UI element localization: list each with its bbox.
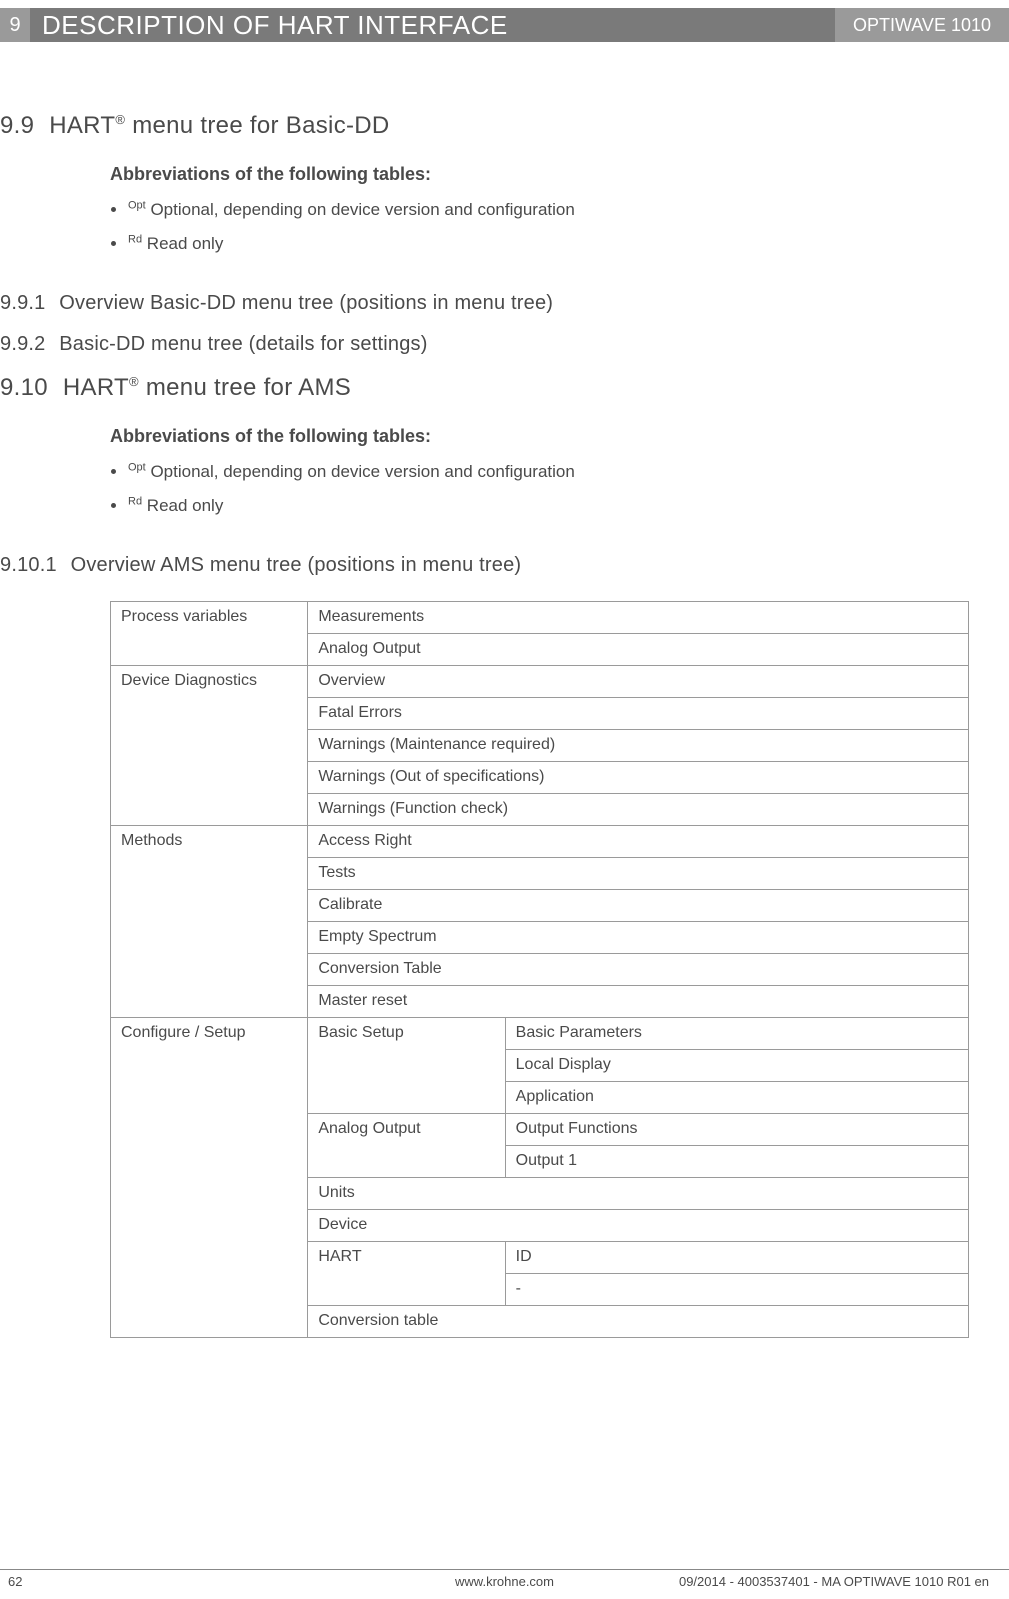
table-row: Process variables Measurements	[111, 602, 969, 634]
table-cell: Access Right	[308, 826, 969, 858]
product-name: OPTIWAVE 1010	[835, 8, 1009, 42]
table-cell: Output Functions	[505, 1114, 968, 1146]
table-cell: Warnings (Maintenance required)	[308, 730, 969, 762]
chapter-title: DESCRIPTION OF HART INTERFACE	[30, 8, 835, 42]
abbrev-sup: Opt	[128, 199, 146, 211]
table-cell: Process variables	[111, 602, 308, 666]
table-cell: Calibrate	[308, 890, 969, 922]
section-number: 9.9	[0, 112, 42, 139]
page-footer: 62 www.krohne.com 09/2014 - 4003537401 -…	[0, 1569, 1009, 1589]
section-number: 9.10	[0, 374, 56, 401]
table-cell: Fatal Errors	[308, 698, 969, 730]
section-title-suffix: menu tree for Basic-DD	[125, 112, 389, 139]
table-cell: Empty Spectrum	[308, 922, 969, 954]
table-cell: Device	[308, 1210, 969, 1242]
document-header: 9 DESCRIPTION OF HART INTERFACE OPTIWAVE…	[0, 8, 1009, 42]
section-title-prefix: HART	[63, 374, 129, 401]
abbrev-text: Read only	[142, 496, 223, 515]
section-number: 9.9.2	[0, 333, 53, 355]
abbrev-text: Read only	[142, 234, 223, 253]
table-row: Device Diagnostics Overview	[111, 666, 969, 698]
abbreviations-block-1: Abbreviations of the following tables: O…	[0, 164, 989, 256]
table-row: Methods Access Right	[111, 826, 969, 858]
table-cell: Master reset	[308, 986, 969, 1018]
abbrev-text: Optional, depending on device version an…	[146, 462, 575, 481]
page-number: 62	[8, 1574, 22, 1589]
table-cell: Application	[505, 1082, 968, 1114]
section-title-prefix: HART	[49, 112, 115, 139]
ams-menu-tree-table-wrap: Process variables Measurements Analog Ou…	[0, 601, 989, 1338]
abbrev-text: Optional, depending on device version an…	[146, 200, 575, 219]
section-title: Overview Basic-DD menu tree (positions i…	[59, 292, 553, 314]
table-cell: Device Diagnostics	[111, 666, 308, 826]
abbrev-sup: Opt	[128, 461, 146, 473]
table-cell: Basic Setup	[308, 1018, 505, 1114]
table-cell: ID	[505, 1242, 968, 1274]
table-cell: Tests	[308, 858, 969, 890]
table-cell: Conversion Table	[308, 954, 969, 986]
footer-doc-id: 09/2014 - 4003537401 - MA OPTIWAVE 1010 …	[679, 1574, 989, 1589]
section-9-9-2-heading: 9.9.2 Basic-DD menu tree (details for se…	[0, 333, 989, 356]
section-9-10-heading: 9.10 HART® menu tree for AMS	[0, 374, 989, 402]
section-title: Overview AMS menu tree (positions in men…	[71, 554, 522, 576]
abbrev-item-rd: Rd Read only	[128, 231, 989, 257]
section-9-9-1-heading: 9.9.1 Overview Basic-DD menu tree (posit…	[0, 292, 989, 315]
section-title-suffix: menu tree for AMS	[139, 374, 351, 401]
table-cell: Output 1	[505, 1146, 968, 1178]
section-9-10-1-heading: 9.10.1 Overview AMS menu tree (positions…	[0, 554, 989, 577]
subsection-group: 9.9.1 Overview Basic-DD menu tree (posit…	[0, 292, 989, 356]
section-title: Basic-DD menu tree (details for settings…	[59, 333, 427, 355]
table-cell: Overview	[308, 666, 969, 698]
table-cell: Local Display	[505, 1050, 968, 1082]
abbrev-title: Abbreviations of the following tables:	[110, 426, 989, 447]
section-9-9-heading: 9.9 HART® menu tree for Basic-DD	[0, 112, 989, 140]
abbreviations-block-2: Abbreviations of the following tables: O…	[0, 426, 989, 518]
section-number: 9.9.1	[0, 292, 53, 314]
table-cell: Basic Parameters	[505, 1018, 968, 1050]
table-cell: Units	[308, 1178, 969, 1210]
table-cell: Warnings (Out of specifications)	[308, 762, 969, 794]
table-cell: -	[505, 1274, 968, 1306]
abbrev-item-rd: Rd Read only	[128, 493, 989, 519]
abbrev-sup: Rd	[128, 233, 142, 245]
page-content: 9.9 HART® menu tree for Basic-DD Abbrevi…	[0, 42, 1009, 1338]
table-cell: Analog Output	[308, 1114, 505, 1178]
table-cell: Warnings (Function check)	[308, 794, 969, 826]
chapter-number: 9	[0, 8, 30, 42]
table-cell: Conversion table	[308, 1306, 969, 1338]
table-cell: HART	[308, 1242, 505, 1306]
footer-url: www.krohne.com	[455, 1574, 554, 1589]
abbrev-list: Opt Optional, depending on device versio…	[110, 197, 989, 256]
abbrev-item-opt: Opt Optional, depending on device versio…	[128, 197, 989, 223]
table-row: Configure / Setup Basic Setup Basic Para…	[111, 1018, 969, 1050]
registered-symbol: ®	[115, 112, 125, 127]
table-cell: Measurements	[308, 602, 969, 634]
table-cell: Analog Output	[308, 634, 969, 666]
section-number: 9.10.1	[0, 554, 65, 576]
ams-menu-tree-table: Process variables Measurements Analog Ou…	[110, 601, 969, 1338]
abbrev-item-opt: Opt Optional, depending on device versio…	[128, 459, 989, 485]
abbrev-title: Abbreviations of the following tables:	[110, 164, 989, 185]
abbrev-sup: Rd	[128, 495, 142, 507]
table-cell: Methods	[111, 826, 308, 1018]
abbrev-list: Opt Optional, depending on device versio…	[110, 459, 989, 518]
registered-symbol: ®	[129, 374, 139, 389]
table-cell: Configure / Setup	[111, 1018, 308, 1338]
